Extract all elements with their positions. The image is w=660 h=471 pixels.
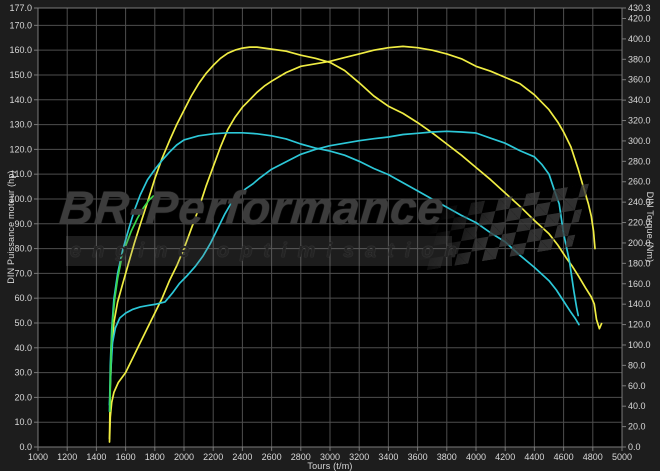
x-tick-label: 1600 (116, 452, 136, 462)
curve-power_stock (108, 130, 580, 406)
y-left-tick-label: 120.0 (9, 144, 32, 154)
y-left-tick-label: 177.0 (9, 3, 32, 13)
x-tick-label: 4000 (466, 452, 486, 462)
x-tick-label: 4800 (583, 452, 603, 462)
x-tick-label: 3200 (349, 452, 369, 462)
y-right-tick-label: 380.0 (628, 54, 651, 64)
x-tick-label: 5000 (612, 452, 632, 462)
y-left-tick-label: 160.0 (9, 45, 32, 55)
curve-power_tuned (108, 45, 596, 443)
y-right-tick-label: 40.0 (628, 401, 646, 411)
x-tick-label: 1400 (86, 452, 106, 462)
y-left-tick-label: 40.0 (14, 343, 32, 353)
y-right-tick-label: 0.0 (628, 442, 641, 452)
y-right-tick-label: 20.0 (628, 422, 646, 432)
x-tick-label: 2200 (203, 452, 223, 462)
y-left-tick-label: 170.0 (9, 20, 32, 30)
x-tick-label: 2400 (232, 452, 252, 462)
x-axis-title: Tours (t/m) (307, 461, 353, 471)
x-tick-label: 3600 (408, 452, 428, 462)
curve-reference_green (108, 195, 155, 413)
y-right-tick-label: 240.0 (628, 197, 651, 207)
y-left-tick-label: 110.0 (10, 169, 32, 179)
y-right-tick-label: 220.0 (628, 218, 651, 228)
y-left-tick-label: 130.0 (9, 120, 32, 130)
y-right-tick-label: 200.0 (628, 238, 651, 248)
y-right-tick-label: 420.0 (628, 14, 651, 24)
y-axis-title-right: DIN Torque (Nm) (645, 191, 655, 263)
x-tick-label: 2600 (262, 452, 282, 462)
y-right-tick-label: 180.0 (628, 258, 651, 268)
y-left-tick-label: 140.0 (9, 95, 32, 105)
x-tick-label: 2800 (291, 452, 311, 462)
y-left-tick-label: 10.0 (14, 417, 32, 427)
y-axis-title-left: DIN Puissance moteur (hp) (6, 170, 16, 284)
y-left-tick-label: 80.0 (14, 244, 32, 254)
y-right-tick-label: 340.0 (628, 95, 651, 105)
y-right-tick-label: 430.3 (628, 3, 651, 13)
y-right-tick-label: 160.0 (628, 279, 651, 289)
x-tick-label: 3000 (320, 452, 340, 462)
y-right-tick-label: 60.0 (628, 381, 646, 391)
y-right-tick-label: 140.0 (628, 299, 651, 309)
x-tick-label: 3400 (378, 452, 398, 462)
x-tick-label: 1200 (57, 452, 77, 462)
y-right-tick-label: 80.0 (628, 360, 646, 370)
y-left-tick-label: 20.0 (14, 392, 32, 402)
y-left-tick-label: 150.0 (9, 70, 32, 80)
y-left-tick-label: 100.0 (9, 194, 32, 204)
y-right-tick-label: 280.0 (628, 156, 651, 166)
y-left-tick-label: 70.0 (14, 268, 32, 278)
y-left-tick-label: 50.0 (14, 318, 32, 328)
x-tick-label: 2000 (174, 452, 194, 462)
y-right-tick-label: 100.0 (628, 340, 651, 350)
y-right-tick-label: 300.0 (628, 136, 651, 146)
y-left-tick-label: 0.0 (19, 442, 32, 452)
y-right-tick-label: 320.0 (628, 116, 651, 126)
y-right-tick-label: 260.0 (628, 177, 651, 187)
y-left-tick-label: 60.0 (14, 293, 32, 303)
x-tick-label: 3800 (437, 452, 457, 462)
x-tick-label: 4200 (495, 452, 515, 462)
x-tick-label: 4400 (524, 452, 544, 462)
x-tick-label: 4600 (554, 452, 574, 462)
y-right-tick-label: 400.0 (628, 34, 651, 44)
y-right-tick-label: 120.0 (628, 320, 651, 330)
x-tick-label: 1000 (28, 452, 48, 462)
y-left-tick-label: 90.0 (14, 219, 32, 229)
x-tick-label: 1800 (145, 452, 165, 462)
y-left-tick-label: 30.0 (14, 368, 32, 378)
y-right-tick-label: 360.0 (628, 75, 651, 85)
